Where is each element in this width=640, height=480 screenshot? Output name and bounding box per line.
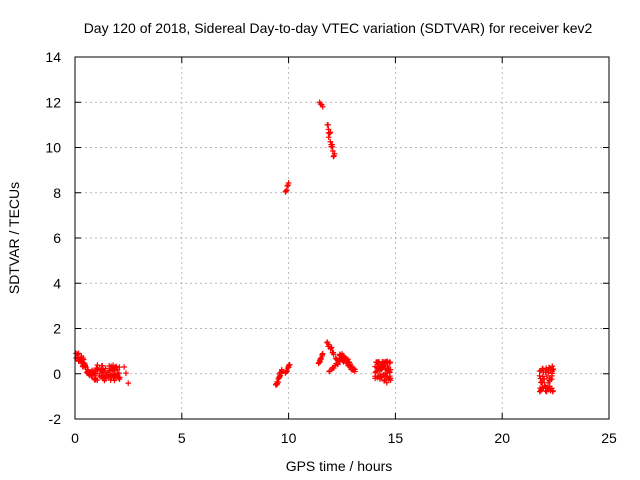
x-tick-label: 25: [601, 430, 617, 446]
y-tick-label: 12: [45, 94, 61, 110]
data-point: [330, 351, 337, 358]
data-point: [328, 344, 335, 351]
data-point: [383, 379, 390, 386]
data-point: [352, 366, 358, 373]
data-point: [327, 345, 334, 352]
data-point: [284, 183, 291, 189]
data-point: [110, 362, 116, 368]
data-point: [381, 361, 387, 368]
data-point: [377, 374, 383, 380]
y-tick-label: 6: [53, 230, 61, 246]
x-tick-label: 5: [178, 430, 186, 446]
data-point: [327, 138, 334, 145]
data-point: [99, 362, 106, 369]
data-point: [544, 373, 550, 379]
data-point: [278, 368, 285, 374]
data-point: [386, 373, 393, 379]
data-point: [550, 366, 557, 372]
data-point: [125, 380, 132, 386]
data-point: [74, 351, 81, 357]
x-tick-label: 20: [494, 430, 510, 446]
data-point: [387, 366, 394, 373]
chart-title: Day 120 of 2018, Sidereal Day-to-day VTE…: [84, 20, 593, 36]
x-axis-label: GPS time / hours: [286, 458, 393, 474]
data-point: [102, 365, 109, 372]
data-point: [330, 153, 337, 160]
data-point: [121, 364, 127, 370]
data-point: [108, 373, 114, 380]
data-point: [325, 134, 332, 141]
x-tick-label: 10: [281, 430, 297, 446]
tick-labels: 0 5 10 15 20 25 -2 0 2 4 6 8 10 12 14: [45, 49, 617, 446]
data-point: [116, 364, 123, 370]
data-point: [123, 370, 129, 376]
data-point: [550, 388, 556, 394]
y-tick-label: 8: [53, 185, 61, 201]
data-point: [75, 350, 82, 357]
data-point: [539, 379, 546, 386]
data-point: [115, 373, 121, 380]
data-point: [541, 376, 548, 382]
data-point: [387, 359, 393, 366]
data-point: [331, 152, 337, 159]
data-point: [114, 371, 120, 377]
data-point: [94, 377, 101, 383]
y-tick-label: -2: [49, 411, 62, 427]
data-point: [285, 180, 292, 186]
x-tick-label: 15: [388, 430, 404, 446]
data-point: [327, 129, 334, 136]
data-point: [286, 361, 293, 368]
x-tick-label: 0: [71, 430, 79, 446]
data-point: [325, 126, 332, 133]
data-point: [545, 369, 552, 376]
data-point: [103, 375, 109, 382]
data-point: [111, 377, 118, 384]
y-axis-label: SDTVAR / TECUs: [6, 182, 22, 294]
y-tick-label: 0: [53, 366, 61, 382]
y-tick-label: 14: [45, 49, 61, 65]
data-point: [319, 103, 326, 110]
y-tick-label: 10: [45, 140, 61, 156]
data-point: [325, 341, 332, 348]
y-tick-label: 4: [53, 275, 61, 291]
data-points: [73, 99, 557, 395]
data-point: [350, 365, 357, 372]
data-point: [347, 361, 354, 367]
plot-frame: [74, 56, 610, 420]
data-point: [92, 370, 99, 377]
data-point: [548, 376, 555, 383]
data-point: [283, 188, 289, 194]
y-tick-label: 2: [53, 321, 61, 337]
grid-lines: [75, 57, 609, 419]
data-point: [319, 350, 326, 357]
data-point: [326, 130, 333, 137]
data-point: [549, 363, 556, 369]
data-point: [387, 377, 394, 384]
